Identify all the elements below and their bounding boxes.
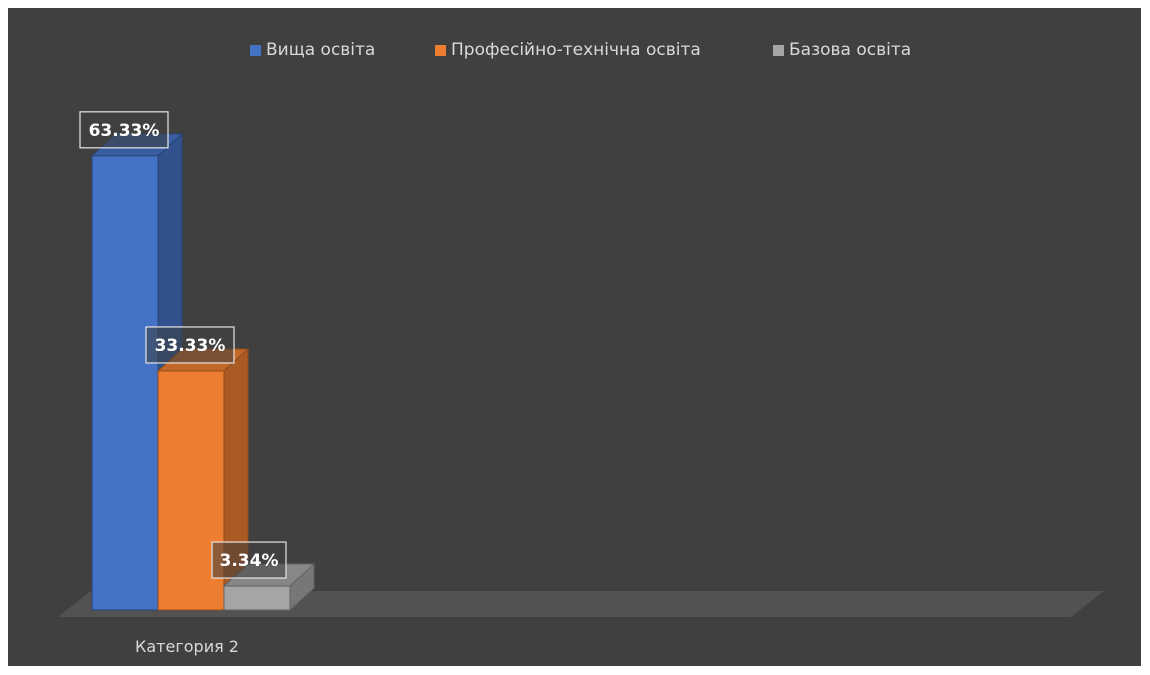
legend-label-vocational-education: Професійно-технічна освіта [451, 40, 701, 60]
data-label-box-vocational-education [145, 326, 235, 364]
legend-swatch-basic-education [773, 44, 784, 56]
legend-label-basic-education: Базова освіта [789, 40, 912, 60]
data-label-basic-education: 3.34% [220, 551, 279, 571]
data-label-box-basic-education [211, 541, 287, 579]
legend-swatch-higher-education [250, 44, 261, 56]
chart-floor [58, 591, 1104, 617]
legend-item-basic-education: Базова освіта [773, 38, 911, 62]
legend-item-vocational-education: Професійно-технічна освіта [435, 38, 701, 62]
legend-swatch-vocational-education [435, 44, 446, 56]
legend-item-higher-education: Вища освіта [250, 38, 375, 62]
data-label-higher-education: 63.33% [89, 121, 160, 141]
category-label: Категория 2 [135, 637, 239, 656]
legend-label-higher-education: Вища освіта [266, 40, 376, 60]
data-label-box-higher-education [79, 111, 169, 149]
legend: Вища освіта Професійно-технічна освіта Б… [0, 38, 1150, 62]
data-label-vocational-education: 33.33% [155, 336, 226, 356]
